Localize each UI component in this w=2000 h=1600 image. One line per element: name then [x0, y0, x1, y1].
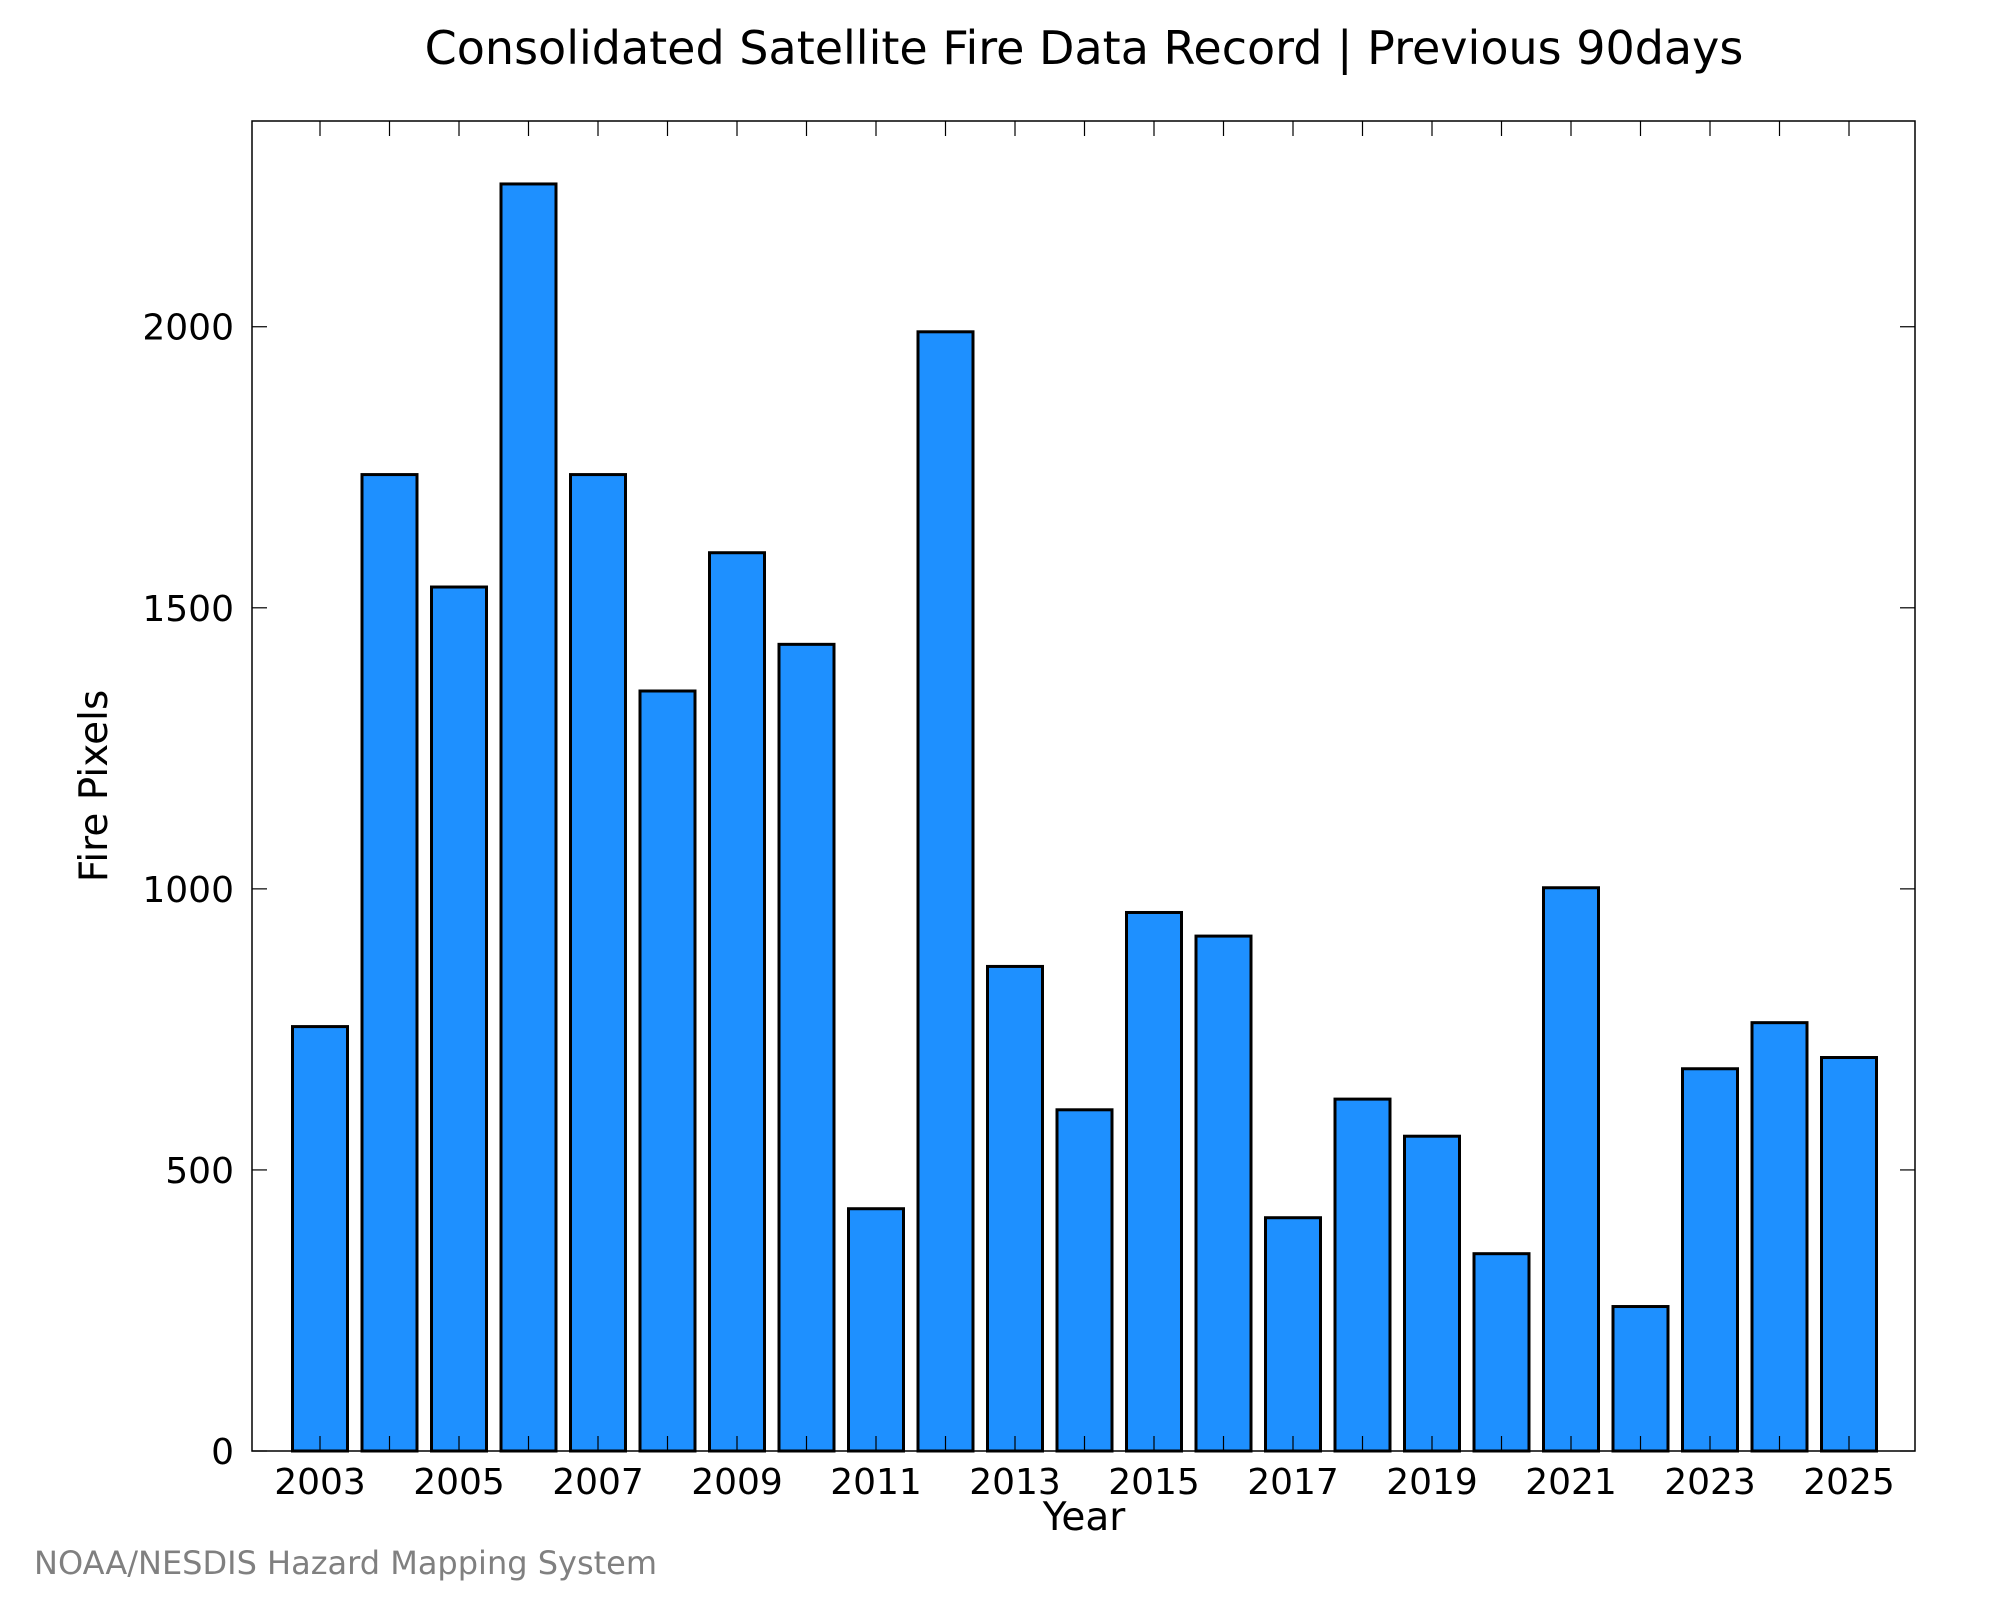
y-axis: 0 500 1000 1500 2000 — [142, 308, 1915, 1473]
x-tick-label: 2003 — [274, 1462, 366, 1503]
bar-2009 — [708, 551, 766, 1453]
bar-2018 — [1333, 1097, 1392, 1453]
plot-frame — [251, 120, 1916, 1452]
bar-2004 — [360, 473, 419, 1453]
source-credit: NOAA/NESDIS Hazard Mapping System — [34, 1544, 657, 1582]
x-tick-label: 2017 — [1247, 1462, 1339, 1503]
x-tick-label: 2023 — [1664, 1462, 1756, 1503]
bar-2005 — [430, 585, 488, 1453]
x-tick-label: 2021 — [1525, 1462, 1617, 1503]
bar-2024 — [1750, 1021, 1809, 1453]
y-axis-label: Fire Pixels — [72, 690, 117, 883]
y-tick-label: 1500 — [142, 589, 234, 630]
chart-title: Consolidated Satellite Fire Data Record … — [425, 21, 1744, 76]
bar-2012 — [916, 330, 975, 1453]
x-tick-label: 2011 — [830, 1462, 922, 1503]
bar-2025 — [1820, 1056, 1878, 1453]
bar-2019 — [1403, 1134, 1461, 1453]
x-tick-label: 2005 — [413, 1462, 505, 1503]
bar-2022 — [1611, 1305, 1670, 1453]
y-tick-label: 0 — [211, 1432, 234, 1473]
bar-2008 — [638, 689, 697, 1453]
bar-2015 — [1125, 910, 1183, 1453]
bar-2011 — [847, 1207, 905, 1453]
bar-2016 — [1194, 934, 1253, 1453]
x-tick-label: 2009 — [691, 1462, 783, 1503]
bar-2020 — [1472, 1252, 1531, 1453]
bar-2003 — [291, 1025, 349, 1453]
x-axis-label: Year — [1042, 1495, 1127, 1540]
bar-2021 — [1542, 886, 1600, 1453]
bar-2010 — [777, 642, 836, 1453]
bars-group — [291, 182, 1878, 1453]
y-tick-label: 500 — [165, 1151, 234, 1192]
bar-2023 — [1681, 1067, 1739, 1453]
x-tick-label: 2015 — [1108, 1462, 1200, 1503]
bar-2014 — [1055, 1108, 1114, 1453]
bar-2013 — [986, 964, 1044, 1453]
x-tick-label: 2013 — [969, 1462, 1061, 1503]
x-axis: 2003 2005 2007 2009 2011 2013 2015 2017 2019 2021… — [274, 121, 1895, 1503]
y-tick-label: 1000 — [142, 870, 234, 911]
x-tick-label: 2007 — [552, 1462, 644, 1503]
bar-2007 — [569, 473, 627, 1453]
y-tick-label: 2000 — [142, 308, 234, 349]
bar-2006 — [499, 182, 558, 1453]
bar-2017 — [1264, 1216, 1322, 1453]
x-tick-label: 2025 — [1803, 1462, 1895, 1503]
x-tick-label: 2019 — [1386, 1462, 1478, 1503]
